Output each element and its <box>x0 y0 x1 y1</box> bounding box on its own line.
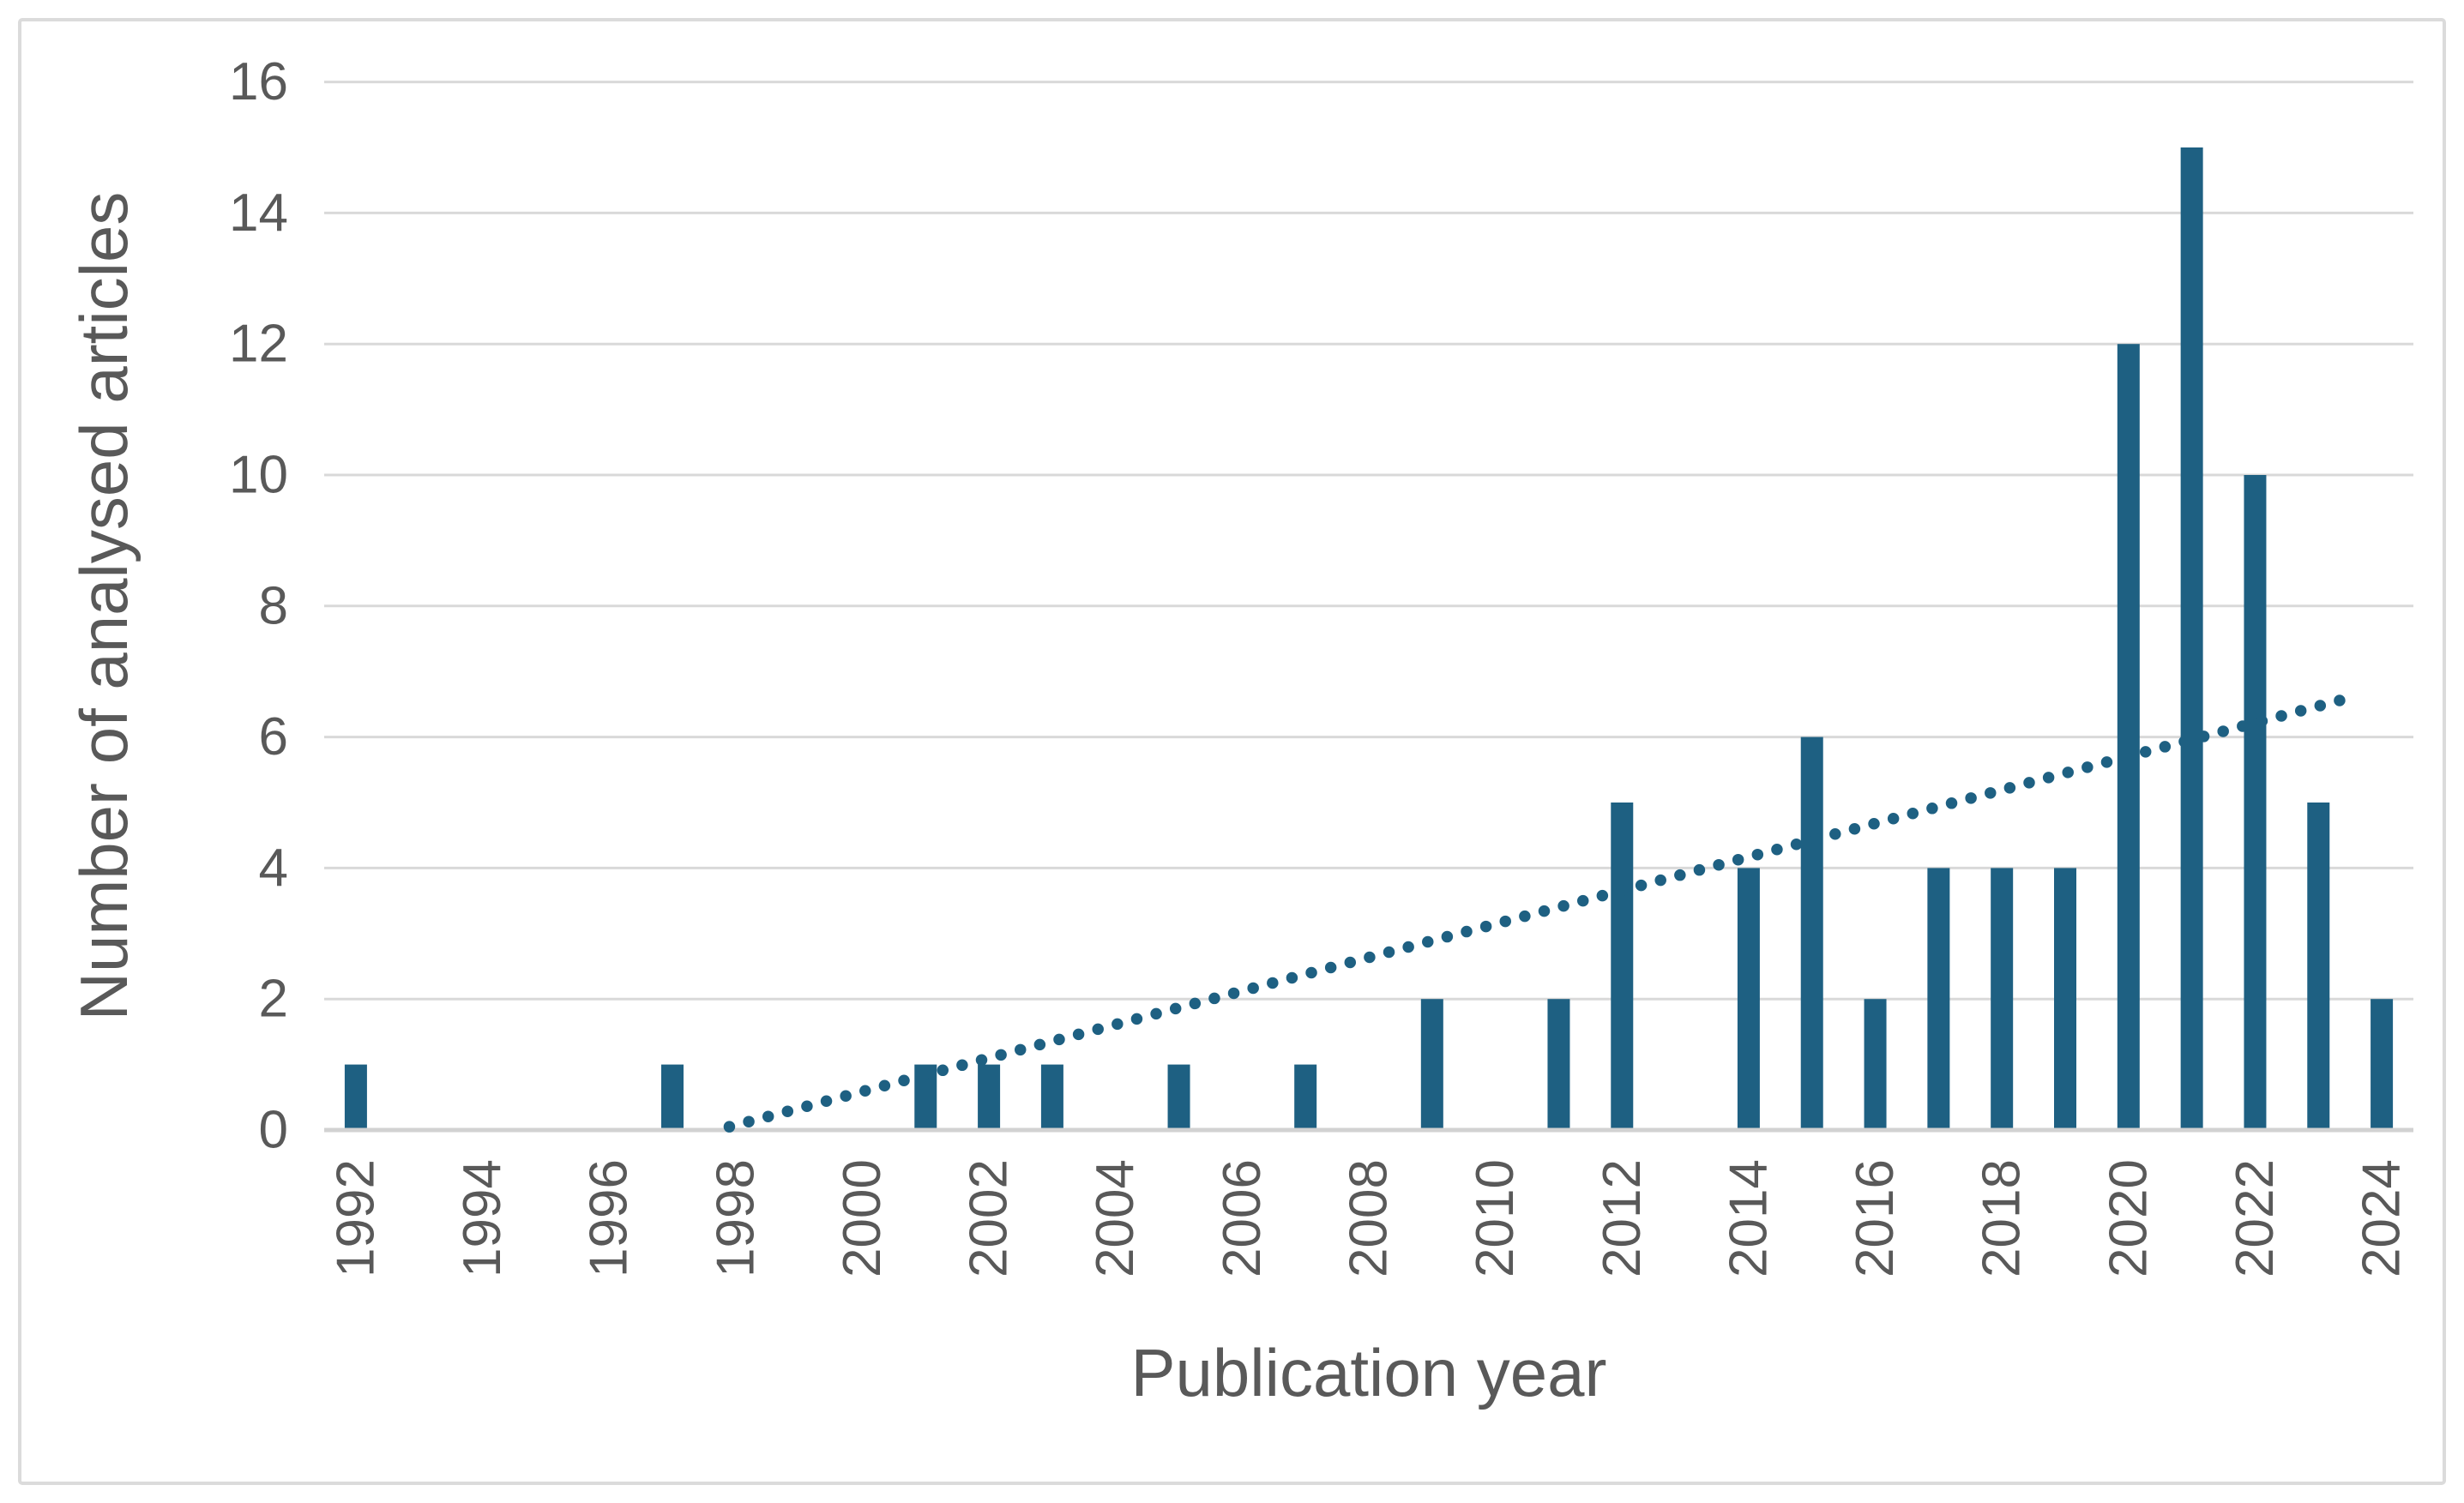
bar <box>1420 999 1443 1128</box>
x-tick-label: 2010 <box>1466 1159 1525 1278</box>
y-tick-label: 16 <box>229 52 288 111</box>
x-axis-title: Publication year <box>1131 1335 1607 1410</box>
bar <box>2054 868 2076 1128</box>
trendline <box>723 692 2356 1133</box>
bar <box>978 1064 1001 1128</box>
bar <box>1040 1064 1063 1128</box>
y-tick-label: 14 <box>229 183 288 243</box>
bar <box>2180 147 2203 1128</box>
bar <box>1864 999 1887 1128</box>
x-tick-label: 2016 <box>1846 1159 1905 1278</box>
bar <box>1294 1064 1317 1128</box>
x-tick-label: 1992 <box>326 1159 385 1278</box>
bar <box>1547 999 1570 1128</box>
x-axis-tick-labels: 1992 1994 1996 1998 2000 2002 2004 2006 2008 2010… <box>326 1159 2411 1278</box>
bar <box>2307 803 2330 1128</box>
bar <box>1167 1064 1190 1128</box>
bar <box>2244 475 2267 1128</box>
x-tick-label: 2002 <box>960 1159 1019 1278</box>
y-tick-label: 6 <box>259 707 288 767</box>
bar <box>1800 736 1823 1128</box>
y-tick-label: 12 <box>229 315 288 374</box>
x-tick-label: 2008 <box>1340 1159 1399 1278</box>
bar <box>661 1064 684 1128</box>
y-tick-label: 2 <box>259 970 288 1029</box>
y-tick-label: 8 <box>259 576 288 635</box>
y-tick-label: 4 <box>259 839 288 898</box>
x-tick-label: 2012 <box>1593 1159 1652 1278</box>
gridlines <box>324 81 2413 1001</box>
x-tick-label: 2006 <box>1213 1159 1272 1278</box>
x-tick-label: 2024 <box>2353 1159 2412 1278</box>
bar <box>1737 868 1760 1128</box>
x-tick-label: 2020 <box>2099 1159 2158 1278</box>
x-tick-label: 1994 <box>453 1159 512 1278</box>
bar <box>1611 803 1634 1128</box>
bar <box>1991 868 2014 1128</box>
x-tick-label: 2014 <box>1719 1159 1778 1278</box>
y-axis-title: Number of analysed articles <box>66 192 142 1021</box>
x-tick-label: 1996 <box>580 1159 639 1278</box>
x-tick-label: 1998 <box>706 1159 765 1278</box>
bar <box>1927 868 1950 1128</box>
y-tick-label: 0 <box>259 1101 288 1160</box>
x-tick-label: 2022 <box>2226 1159 2285 1278</box>
x-tick-label: 2018 <box>1973 1159 2032 1278</box>
bars <box>344 147 2394 1128</box>
chart-border <box>18 18 2446 1485</box>
bar <box>2371 999 2394 1128</box>
bar <box>2117 344 2140 1128</box>
x-tick-label: 2000 <box>833 1159 892 1278</box>
x-tick-label: 2004 <box>1086 1159 1145 1278</box>
bar <box>344 1064 367 1128</box>
y-axis-tick-labels: 0 2 4 6 8 10 12 14 16 <box>229 52 288 1159</box>
y-tick-label: 10 <box>229 446 288 505</box>
